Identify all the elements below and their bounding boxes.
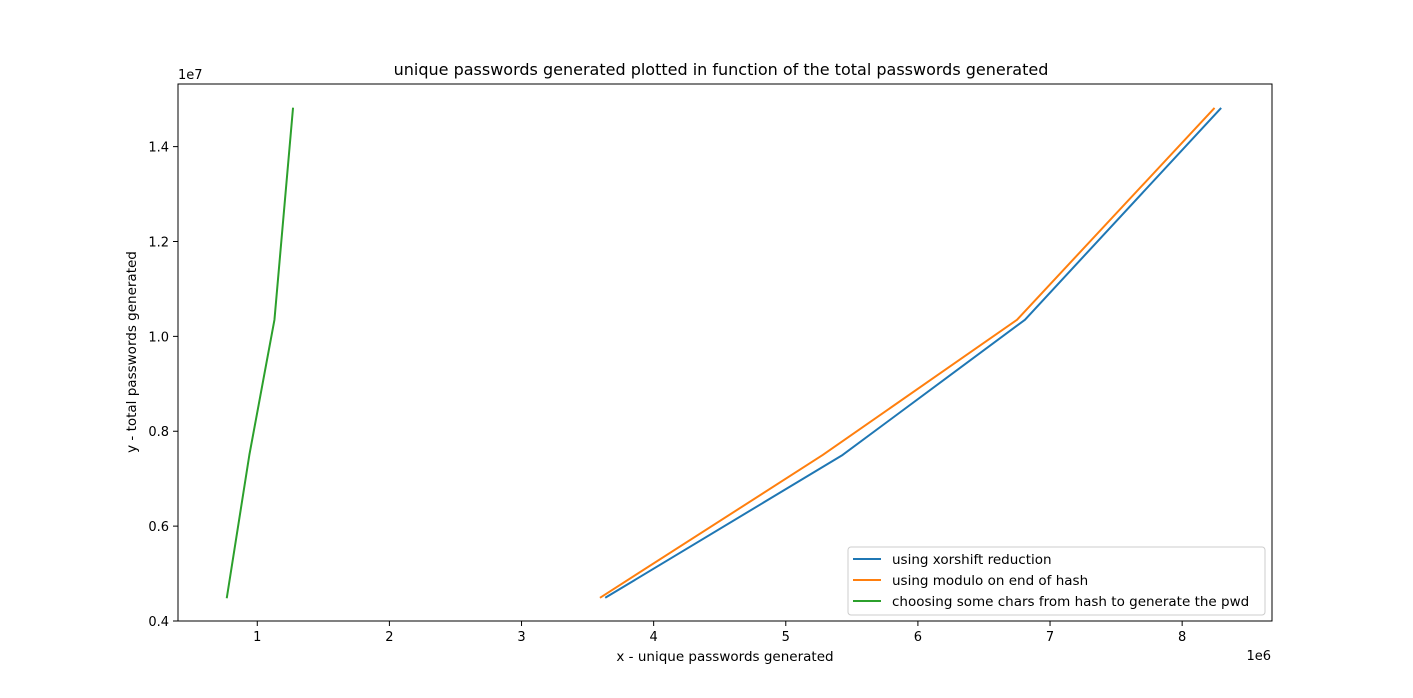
x-tick-label: 4 — [650, 630, 658, 645]
x-axis-label: x - unique passwords generated — [616, 649, 833, 665]
x-tick-label: 8 — [1178, 630, 1186, 645]
y-tick-label: 1.2 — [148, 235, 169, 250]
y-axis-offset-label: 1e7 — [178, 68, 203, 83]
legend-label-modulo: using modulo on end of hash — [892, 573, 1088, 589]
y-tick-label: 1.0 — [148, 330, 169, 345]
y-tick-label: 0.4 — [148, 615, 169, 630]
x-axis-offset-label: 1e6 — [1246, 649, 1271, 664]
x-tick-label: 5 — [782, 630, 790, 645]
series-line-2 — [225, 107, 295, 599]
series-lines — [225, 107, 1222, 599]
x-tick-label: 6 — [914, 630, 922, 645]
series-line-0 — [604, 107, 1222, 599]
y-tick-label: 1.4 — [148, 141, 169, 156]
y-axis-ticks: 0.4 0.6 0.8 1.0 1.2 1.4 — [148, 141, 178, 630]
plot-frame — [177, 83, 1273, 622]
chart-title: unique passwords generated plotted in fu… — [394, 60, 1049, 79]
x-tick-label: 2 — [385, 630, 393, 645]
legend-label-chars: choosing some chars from hash to generat… — [892, 594, 1249, 610]
legend-label-xorshift: using xorshift reduction — [892, 552, 1052, 568]
x-tick-label: 1 — [253, 630, 261, 645]
x-tick-label: 7 — [1046, 630, 1054, 645]
y-axis-label: y - total passwords generated — [124, 251, 140, 453]
x-axis-ticks: 1 2 3 4 5 6 7 8 — [253, 621, 1186, 645]
y-tick-label: 0.6 — [148, 520, 169, 535]
y-tick-label: 0.8 — [148, 425, 169, 440]
legend-box — [847, 546, 1266, 616]
series-line-1 — [599, 107, 1216, 599]
x-tick-label: 3 — [517, 630, 525, 645]
legend: using xorshift reduction using modulo on… — [847, 546, 1266, 616]
